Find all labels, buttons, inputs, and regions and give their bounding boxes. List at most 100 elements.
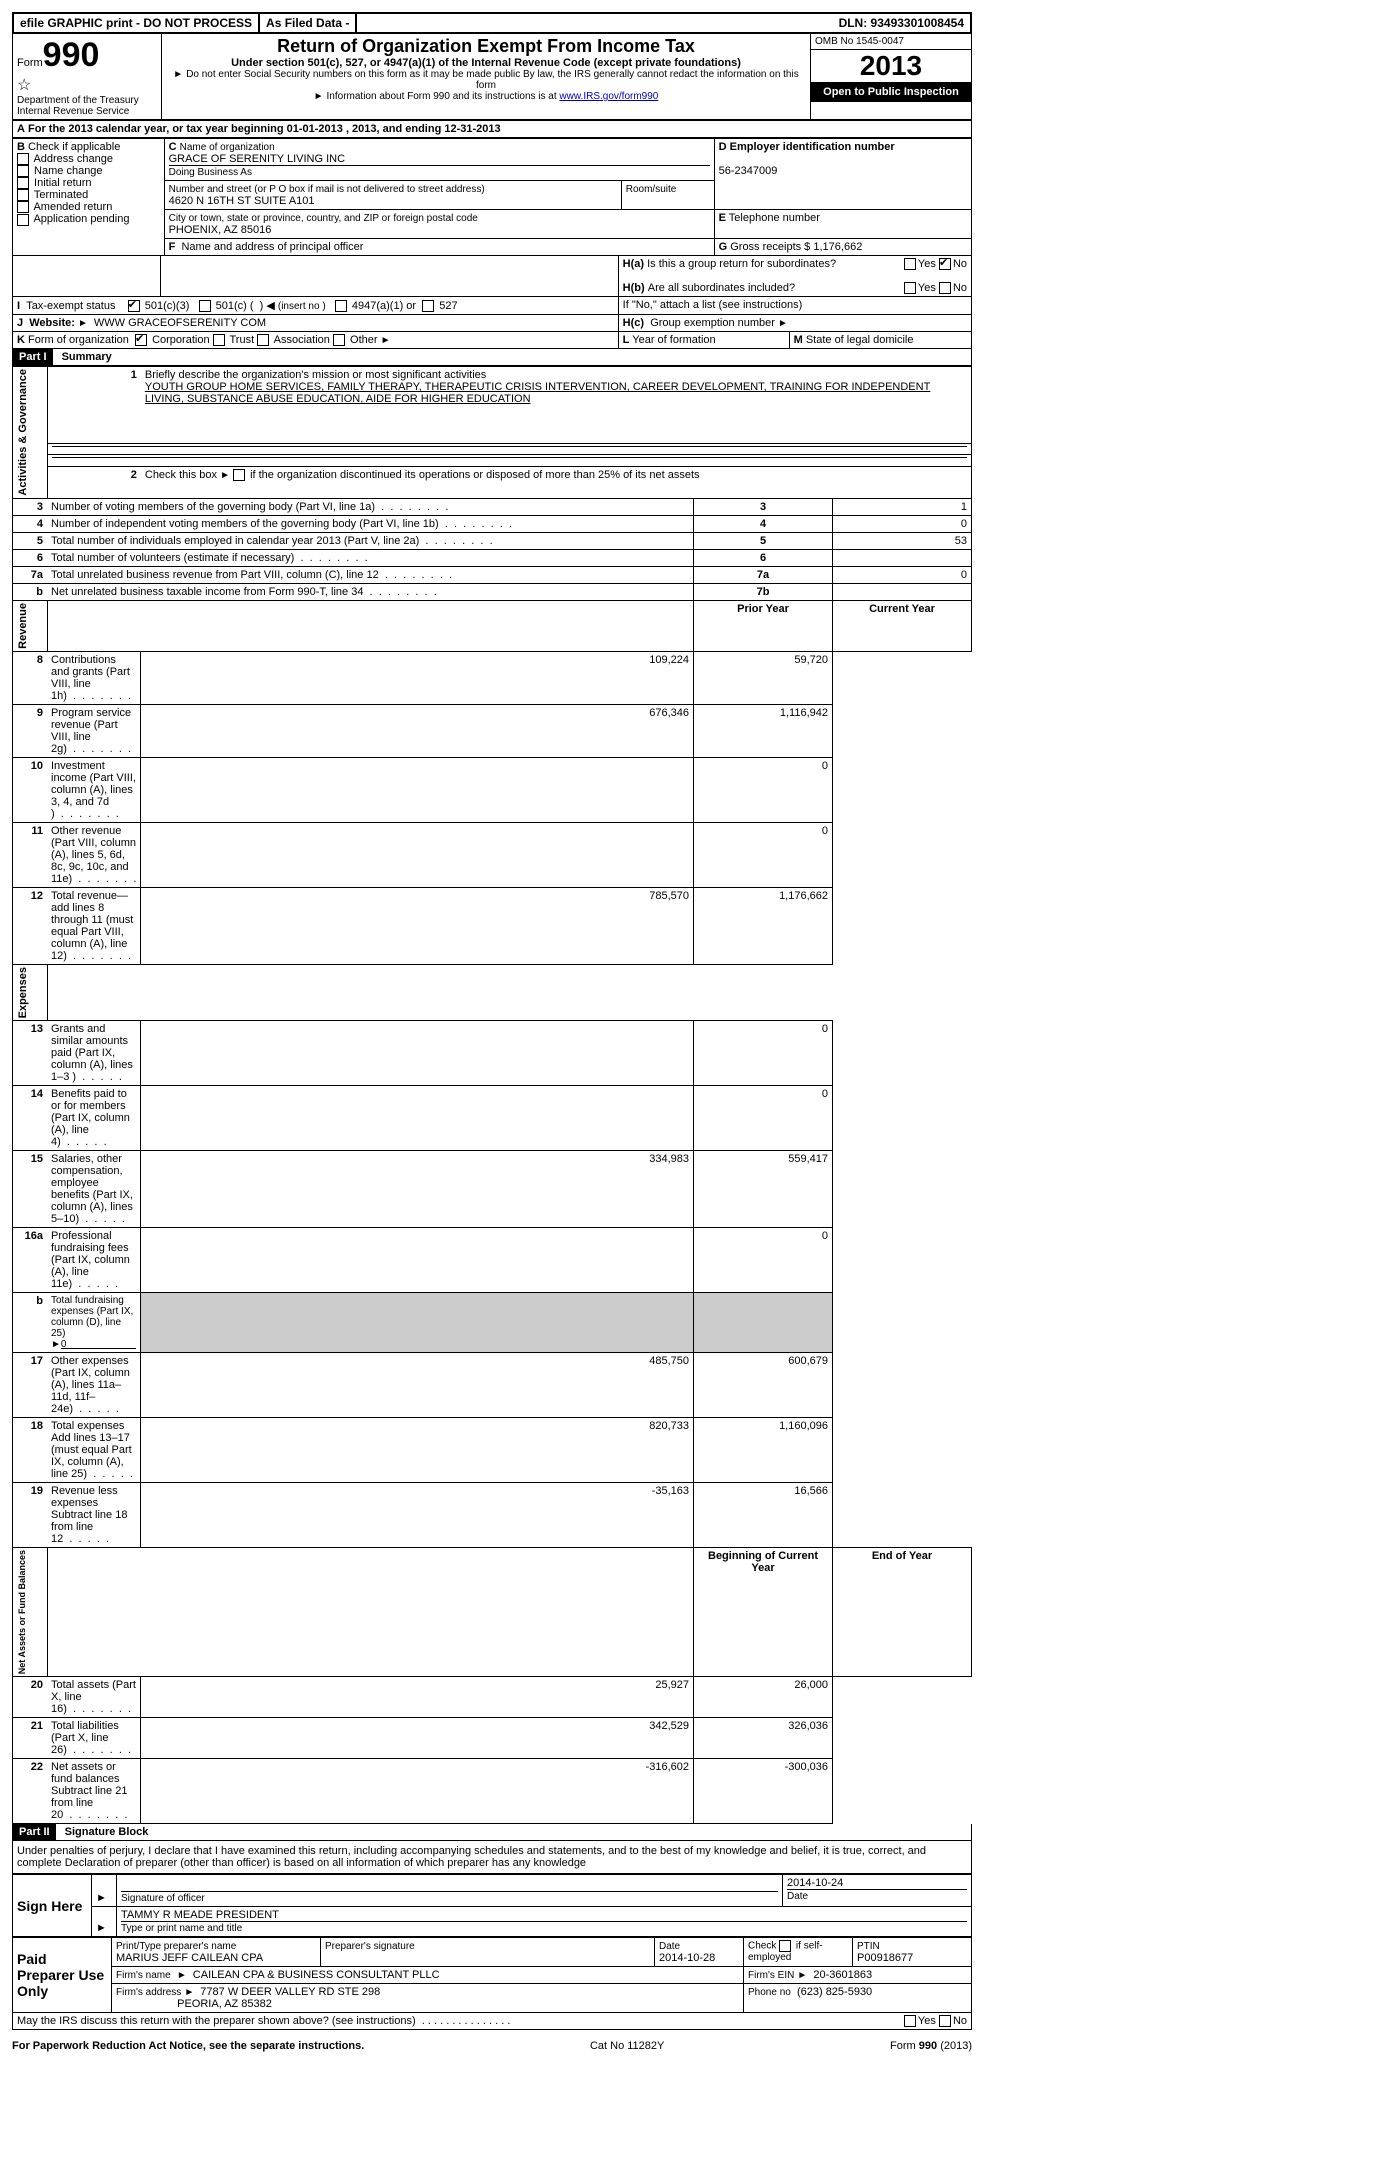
discuss-yes[interactable]	[904, 2015, 916, 2027]
open-inspection: Open to Public Inspection	[811, 82, 971, 102]
gov-line-7a: 7aTotal unrelated business revenue from …	[13, 566, 972, 583]
ein-label: Employer identification number	[730, 141, 895, 153]
exp-line-17: 17Other expenses (Part IX, column (A), l…	[13, 1353, 972, 1418]
asfiled-label: As Filed Data -	[260, 14, 357, 32]
officer-name: TAMMY R MEADE PRESIDENT	[121, 1909, 967, 1922]
gov-line-3: 3Number of voting members of the governi…	[13, 498, 972, 515]
self-emp-check[interactable]	[779, 1940, 791, 1952]
assoc-check[interactable]	[257, 334, 269, 346]
exp-line-14: 14Benefits paid to or for members (Part …	[13, 1086, 972, 1151]
hb-no[interactable]	[939, 282, 951, 294]
line2-text: Check this box	[145, 469, 217, 481]
gov-line-5: 5Total number of individuals employed in…	[13, 532, 972, 549]
exp-line-18: 18Total expenses Add lines 13–17 (must e…	[13, 1418, 972, 1483]
gov-line-6: 6Total number of volunteers (estimate if…	[13, 549, 972, 566]
527-check[interactable]	[422, 300, 434, 312]
website-label: Website:	[29, 317, 75, 329]
org-name: GRACE OF SERENITY LIVING INC	[169, 153, 345, 165]
hb-label: Are all subordinates included?	[648, 282, 795, 294]
end-year-header: End of Year	[833, 1548, 972, 1677]
street-value: 4620 N 16TH ST SUITE A101	[169, 195, 315, 207]
irs: Internal Revenue Service	[17, 106, 157, 117]
paid-preparer: Paid Preparer Use Only	[13, 1938, 112, 2013]
form-of-org-label: Form of organization	[28, 334, 129, 346]
summary-table: Activities & Governance 1 Briefly descri…	[12, 366, 972, 1824]
ha-no[interactable]	[939, 258, 951, 270]
line2-num: 2	[131, 469, 137, 481]
trust-check[interactable]	[213, 334, 225, 346]
check-if-applicable: Check if applicable	[28, 141, 120, 153]
city-value: PHOENIX, AZ 85016	[169, 224, 272, 236]
other-check[interactable]	[333, 334, 345, 346]
gov-line-7b: bNet unrelated business taxable income f…	[13, 583, 972, 600]
revenue-label: Revenue	[17, 603, 29, 649]
check-name-change: Name change	[17, 165, 160, 177]
check-initial-return: Initial return	[17, 177, 160, 189]
check-address-change: Address change	[17, 153, 160, 165]
part2-label: Part II	[13, 1824, 56, 1840]
subtitle-1: Under section 501(c), 527, or 4947(a)(1)…	[166, 57, 806, 69]
sign-here: Sign Here	[13, 1875, 92, 1937]
efile-label: efile GRAPHIC print - DO NOT PROCESS	[14, 14, 260, 32]
ein-value: 56-2347009	[719, 165, 778, 177]
rev-line-10: 10Investment income (Part VIII, column (…	[13, 757, 972, 822]
exp-line-19: 19Revenue less expenses Subtract line 18…	[13, 1483, 972, 1548]
gov-label: Activities & Governance	[17, 369, 29, 496]
line1-value: YOUTH GROUP HOME SERVICES, FAMILY THERAP…	[145, 381, 930, 405]
form-title: Return of Organization Exempt From Incom…	[166, 36, 806, 57]
irs-link[interactable]: www.IRS.gov/form990	[559, 91, 658, 102]
treasury: Department of the Treasury	[17, 95, 157, 106]
hb-yes[interactable]	[904, 282, 916, 294]
footer-mid: Cat No 11282Y	[590, 2040, 664, 2052]
footer-left: For Paperwork Reduction Act Notice, see …	[12, 2040, 364, 2052]
line1-num: 1	[131, 369, 137, 381]
signature-block: Sign Here ► Signature of officer 2014-10…	[12, 1874, 972, 1937]
name-title-label: Type or print name and title	[121, 1923, 242, 1934]
discuss-no[interactable]	[939, 2015, 951, 2027]
ptin-label: PTIN	[857, 1941, 880, 1952]
line2-rest: if the organization discontinued its ope…	[250, 469, 699, 481]
entity-block: B Check if applicable Address change Nam…	[12, 138, 972, 256]
room-label: Room/suite	[626, 184, 677, 195]
expenses-label: Expenses	[17, 967, 29, 1018]
part1-title: Summary	[56, 351, 112, 363]
tax-year: 2013	[811, 50, 971, 82]
prep-name: MARIUS JEFF CAILEAN CPA	[116, 1952, 263, 1964]
officer-label: Name and address of principal officer	[181, 241, 363, 253]
omb: OMB No 1545-0047	[811, 34, 971, 50]
line2-check[interactable]	[233, 469, 245, 481]
org-name-label: Name of organization	[180, 142, 275, 153]
dba-label: Doing Business As	[169, 167, 252, 178]
subtitle-2: Do not enter Social Security numbers on …	[166, 69, 806, 91]
form-prefix: Form	[17, 57, 43, 69]
preparer-block: Paid Preparer Use Only Print/Type prepar…	[12, 1937, 972, 2030]
part1-header: Part I Summary	[12, 349, 972, 366]
form-header: Form990 ☆ Department of the Treasury Int…	[12, 34, 972, 120]
rev-line-12: 12Total revenue—add lines 8 through 11 (…	[13, 887, 972, 964]
exp-line-16a: 16aProfessional fundraising fees (Part I…	[13, 1228, 972, 1293]
ha-yes[interactable]	[904, 258, 916, 270]
discuss-text: May the IRS discuss this return with the…	[17, 2015, 416, 2027]
net-line-20: 20Total assets (Part X, line 16) . . . .…	[13, 1677, 972, 1718]
prep-name-label: Print/Type preparer's name	[116, 1941, 236, 1952]
prep-date-label: Date	[659, 1941, 680, 1952]
check-terminated: Terminated	[17, 189, 160, 201]
perjury-text: Under penalties of perjury, I declare th…	[12, 1841, 972, 1874]
firm-addr1: 7787 W DEER VALLEY RD STE 298	[200, 1986, 380, 1998]
dln-label: DLN: 93493301008454	[833, 14, 970, 32]
begin-year-header: Beginning of Current Year	[694, 1548, 833, 1677]
501c3-check[interactable]	[128, 300, 140, 312]
check-if: Check	[748, 1941, 776, 1952]
4947-check[interactable]	[335, 300, 347, 312]
part2-header: Part II Signature Block	[12, 1824, 972, 1841]
prep-sig-label: Preparer's signature	[325, 1941, 415, 1952]
form-number: 990	[43, 36, 100, 74]
corp-check[interactable]	[135, 334, 147, 346]
hijk-block: H(a) Is this a group return for subordin…	[12, 256, 972, 349]
prior-year-header: Prior Year	[694, 600, 833, 651]
exp-line-b: bTotal fundraising expenses (Part IX, co…	[13, 1293, 972, 1353]
sig-date-val: 2014-10-24	[787, 1877, 967, 1889]
exp-line-13: 13Grants and similar amounts paid (Part …	[13, 1021, 972, 1086]
rev-line-9: 9Program service revenue (Part VIII, lin…	[13, 704, 972, 757]
501c-check[interactable]	[199, 300, 211, 312]
